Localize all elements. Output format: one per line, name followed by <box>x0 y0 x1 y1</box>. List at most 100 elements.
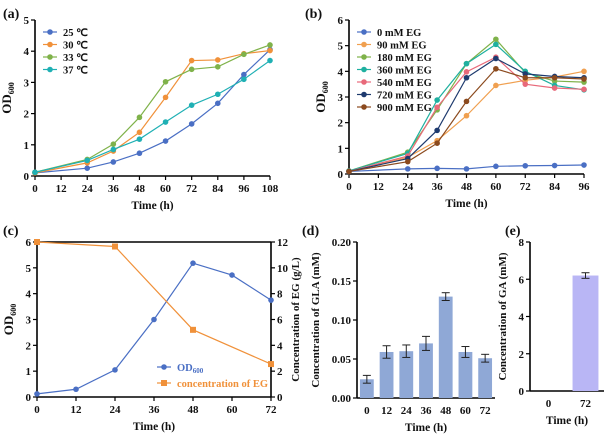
series-line <box>348 56 585 173</box>
data-point <box>241 51 247 58</box>
y-tick-label: 4 <box>26 289 32 301</box>
legend-marker <box>47 41 53 48</box>
y-tick-label: 6 <box>519 274 525 286</box>
data-point <box>112 243 118 250</box>
y-tick-label: 0 <box>24 171 30 183</box>
data-point <box>34 391 40 397</box>
data-point <box>463 60 470 67</box>
x-tick-label: 72 <box>520 181 532 193</box>
legend-label: 37 ℃ <box>63 65 88 77</box>
x-tick-label: 12 <box>381 405 393 417</box>
series-line <box>348 164 585 173</box>
y2-tick-label: 4 <box>277 340 283 352</box>
data-point <box>551 85 558 91</box>
y2-axis-label: Concentration of EG (g/L) <box>290 257 302 382</box>
legend-item: concentration of EG <box>157 379 268 390</box>
data-point <box>463 98 470 105</box>
data-point <box>404 158 411 165</box>
data-point <box>463 166 470 172</box>
y-axis-label: OD600 <box>0 82 16 114</box>
legend-label: OD600 <box>177 363 204 375</box>
x-tick-label: 48 <box>188 404 200 416</box>
data-point <box>493 55 499 62</box>
legend-label: 900 mM EG <box>377 103 432 114</box>
legend-item: 0 mM EG <box>357 28 421 39</box>
data-point <box>214 57 221 63</box>
x-tick-label: 60 <box>490 181 502 193</box>
legend-item: 25 ℃ <box>43 27 88 39</box>
y-tick-label: 2 <box>338 118 344 130</box>
series-line <box>348 43 585 172</box>
x-tick-label: 72 <box>580 398 592 410</box>
bar <box>438 296 453 398</box>
data-point <box>214 64 221 70</box>
y-tick-label: 5 <box>24 15 30 27</box>
series-line <box>36 262 272 395</box>
data-point <box>136 150 143 157</box>
x-tick-label: 0 <box>546 398 552 410</box>
panel-label: (d) <box>302 224 319 239</box>
legend-marker <box>47 66 53 73</box>
y-tick-label: 0 <box>519 386 525 398</box>
legend-label: 540 mM EG <box>377 78 432 89</box>
panel-label: (a) <box>3 7 20 22</box>
legend-marker <box>47 29 53 35</box>
x-tick-label: 12 <box>56 183 68 195</box>
data-point <box>162 119 169 125</box>
bar <box>458 351 473 398</box>
data-point <box>188 57 195 64</box>
data-point <box>136 114 143 121</box>
y-tick-label: 6 <box>338 15 344 27</box>
y-tick-label: 2 <box>26 340 32 352</box>
x-tick-label: 108 <box>262 183 279 195</box>
x-tick-label: 96 <box>238 183 250 195</box>
y-tick-label: 1 <box>24 140 30 152</box>
bar <box>419 343 433 398</box>
y-tick-label: 1 <box>26 366 32 378</box>
legend-item: 180 mM EG <box>357 53 432 64</box>
series-line <box>348 57 585 173</box>
x-tick-label: 60 <box>160 183 172 195</box>
bar <box>399 351 414 398</box>
data-point <box>404 166 411 172</box>
y-tick-label: 3 <box>338 92 344 104</box>
data-point <box>493 65 499 72</box>
x-axis-label: Time (h) <box>405 422 447 434</box>
y-tick-label: 0.00 <box>332 393 352 405</box>
data-point <box>434 140 440 146</box>
x-tick-label: 60 <box>227 404 239 416</box>
y-tick-label: 0.20 <box>332 237 352 249</box>
data-point <box>112 367 118 373</box>
x-tick-label: 84 <box>549 181 561 193</box>
data-point <box>110 159 117 165</box>
panel-label: (c) <box>3 224 19 239</box>
legend-marker <box>47 54 53 60</box>
data-point <box>190 326 196 333</box>
data-point <box>151 316 157 323</box>
y-tick-label: 3 <box>26 315 32 327</box>
data-point <box>136 129 143 136</box>
bar <box>379 351 394 398</box>
legend-label: concentration of EG <box>177 379 268 390</box>
data-point <box>522 162 529 169</box>
x-axis-label: Time (h) <box>445 198 487 210</box>
legend-marker <box>361 91 367 98</box>
data-point <box>581 86 587 93</box>
data-point <box>522 74 529 81</box>
data-point <box>162 78 169 85</box>
legend-label: 360 mM EG <box>377 66 432 77</box>
x-tick-label: 96 <box>579 181 591 193</box>
data-point <box>84 157 91 164</box>
y2-tick-label: 0 <box>277 392 283 404</box>
x-tick-label: 24 <box>82 183 94 195</box>
legend-item: 540 mM EG <box>357 78 432 89</box>
y-tick-label: 4 <box>24 46 30 58</box>
x-axis-label: Time (h) <box>546 415 588 427</box>
y-tick-label: 0.10 <box>332 315 352 327</box>
panel-d: (d) 0.00 0.05 0.10 0.15 0.20 Time (h) Concentra… <box>302 224 495 434</box>
x-tick-label: 36 <box>421 405 433 417</box>
data-point <box>34 239 40 245</box>
y-axis-label: Concentration of GLA (mM) <box>310 252 322 388</box>
